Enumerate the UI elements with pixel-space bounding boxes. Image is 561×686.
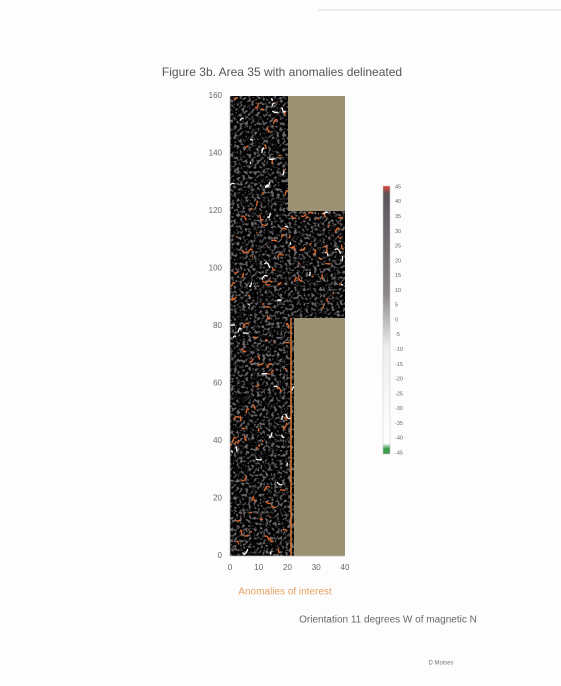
anomaly-mark [333,293,334,294]
anomaly-mark [250,162,251,164]
colorbar [383,186,390,454]
colorbar-tick-label: -5 [395,332,400,338]
anomaly-mark [323,306,324,309]
colorbar-tick-label: 25 [395,244,401,250]
y-tick-label: 20 [213,494,222,503]
colorbar-tick-label: 20 [395,258,401,264]
x-tick-label: 20 [283,563,292,572]
colorbar-tick-label: -20 [395,377,403,383]
colorbar-tick-label: 35 [395,214,401,220]
y-tick-label: 100 [209,264,223,273]
anomaly-mark [280,489,285,490]
y-tick-label: 80 [213,321,222,330]
anomaly-mark [261,374,267,375]
page: Figure 3b. Area 35 with anomalies deline… [0,0,561,686]
anomaly-mark [244,536,248,537]
anomaly-mark [338,218,343,219]
anomaly-mark [265,307,271,308]
y-tick-label: 160 [209,91,223,100]
anomaly-mark [256,459,262,460]
colorbar-tick-label: -45 [395,450,403,456]
y-tick-label: 0 [218,551,223,560]
x-ticks: 0 10 20 30 40 [228,563,350,572]
colorbar-tick-label: -40 [395,436,403,442]
colorbar-tick-label: -30 [395,406,403,412]
colorbar-tick-label: -25 [395,391,403,397]
x-tick-label: 30 [312,563,321,572]
figure-title: Figure 3b. Area 35 with anomalies deline… [162,65,402,79]
colorbar-tick-label: 30 [395,229,401,235]
anomaly-mark [250,531,252,532]
colorbar-tick-label: -15 [395,362,403,368]
colorbar-tick-label: -35 [395,421,403,427]
colorbar-ticks: 45 40 35 30 25 20 15 10 5 0 -5 -10 -15 -20 -25 -30 -35 -4… [395,184,403,456]
colorbar-tick-label: -10 [395,347,403,353]
legend-label: Anomalies of interest [238,587,332,598]
anomaly-mark [271,240,277,241]
y-tick-label: 60 [213,379,222,388]
colorbar-tick-label: 45 [395,184,401,190]
colorbar-tick-label: 40 [395,199,401,205]
y-tick-label: 120 [209,206,223,215]
x-tick-label: 10 [254,563,263,572]
y-tick-label: 140 [209,149,223,158]
y-tick-label: 40 [213,436,222,445]
y-ticks: 0 20 40 60 80 100 120 140 160 [209,91,223,560]
figure: Figure 3b. Area 35 with anomalies deline… [0,0,561,686]
colorbar-tick-label: 5 [395,303,398,309]
author: D Moises [428,661,453,667]
x-tick-label: 0 [228,563,233,572]
anomaly-mark [269,159,274,160]
caption: Orientation 11 degrees W of magnetic N [299,615,477,626]
x-tick-label: 40 [341,563,350,572]
anomaly-mark [265,284,270,285]
colorbar-tick-label: 0 [395,317,398,323]
colorbar-tick-label: 10 [395,288,401,294]
anomaly-mark [278,300,282,301]
anomaly-mark [243,333,249,334]
colorbar-tick-label: 15 [395,273,401,279]
